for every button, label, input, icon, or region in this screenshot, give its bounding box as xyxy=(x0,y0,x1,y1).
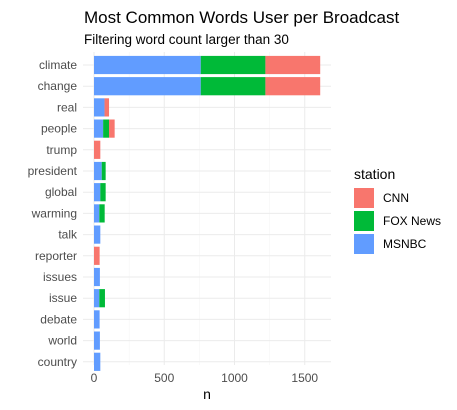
legend-label: FOX News xyxy=(383,214,441,228)
y-tick-label: real xyxy=(57,100,77,114)
legend-swatch xyxy=(354,211,374,231)
bar-people-fox-news xyxy=(103,119,110,138)
bar-people-msnbc xyxy=(94,119,104,138)
bar-people-cnn xyxy=(109,119,115,138)
bar-climate-fox-news xyxy=(200,55,266,75)
bar-president-msnbc xyxy=(94,161,102,181)
y-tick-label: talk xyxy=(58,228,78,242)
y-tick-label: trump xyxy=(46,143,77,157)
y-tick-label: climate xyxy=(39,58,77,72)
chart-subtitle: Filtering word count larger than 30 xyxy=(84,32,289,47)
bar-debate-msnbc xyxy=(94,310,100,329)
x-tick-label: 500 xyxy=(154,371,174,385)
bar-country-msnbc xyxy=(94,352,101,371)
bar-warming-fox-news xyxy=(99,204,105,223)
y-tick-label: issue xyxy=(49,291,77,305)
bar-president-fox-news xyxy=(101,161,106,181)
x-tick-label: 1000 xyxy=(221,371,248,385)
bar-global-fox-news xyxy=(100,183,106,202)
legend-label: MSNBC xyxy=(383,237,427,251)
x-tick-label: 0 xyxy=(91,371,98,385)
y-tick-label: reporter xyxy=(35,249,77,263)
bar-change-msnbc xyxy=(94,77,201,96)
legend: station CNN FOX News MSNBC xyxy=(354,166,441,254)
bar-world-msnbc xyxy=(94,331,100,350)
bar-warming-msnbc xyxy=(94,204,100,223)
y-tick-label: warming xyxy=(31,206,77,220)
bars xyxy=(94,55,321,371)
bar-issues-msnbc xyxy=(94,267,100,287)
chart-title: Most Common Words User per Broadcast xyxy=(84,8,400,27)
bar-global-msnbc xyxy=(94,183,101,202)
y-tick-label: issues xyxy=(43,270,77,284)
y-tick-label: debate xyxy=(40,312,77,326)
bar-change-fox-news xyxy=(200,77,266,96)
bar-reporter-cnn xyxy=(94,246,100,265)
x-axis-ticks: 0 500 1000 1500 xyxy=(91,371,319,385)
bar-real-cnn xyxy=(104,98,110,117)
y-tick-label: people xyxy=(41,122,77,136)
bar-real-msnbc xyxy=(94,98,105,117)
legend-title: station xyxy=(354,166,395,182)
bar-trump-cnn xyxy=(94,140,101,159)
x-tick-label: 1500 xyxy=(291,371,318,385)
y-tick-label: global xyxy=(45,185,77,199)
legend-swatch xyxy=(354,234,374,254)
bar-talk-msnbc xyxy=(94,225,101,244)
bar-climate-cnn xyxy=(265,55,321,75)
bar-climate-msnbc xyxy=(94,55,201,75)
bar-issue-msnbc xyxy=(94,289,100,308)
legend-swatch xyxy=(354,188,374,208)
y-tick-label: change xyxy=(38,79,78,93)
y-axis-ticks: climate change real people trump president glo… xyxy=(28,58,78,369)
x-axis-label: n xyxy=(203,386,211,402)
bar-issue-fox-news xyxy=(99,289,105,308)
y-tick-label: country xyxy=(38,355,77,369)
bar-change-cnn xyxy=(265,77,321,96)
y-tick-label: world xyxy=(47,334,77,348)
y-tick-label: president xyxy=(28,164,78,178)
legend-label: CNN xyxy=(383,191,409,205)
grid xyxy=(83,52,331,365)
